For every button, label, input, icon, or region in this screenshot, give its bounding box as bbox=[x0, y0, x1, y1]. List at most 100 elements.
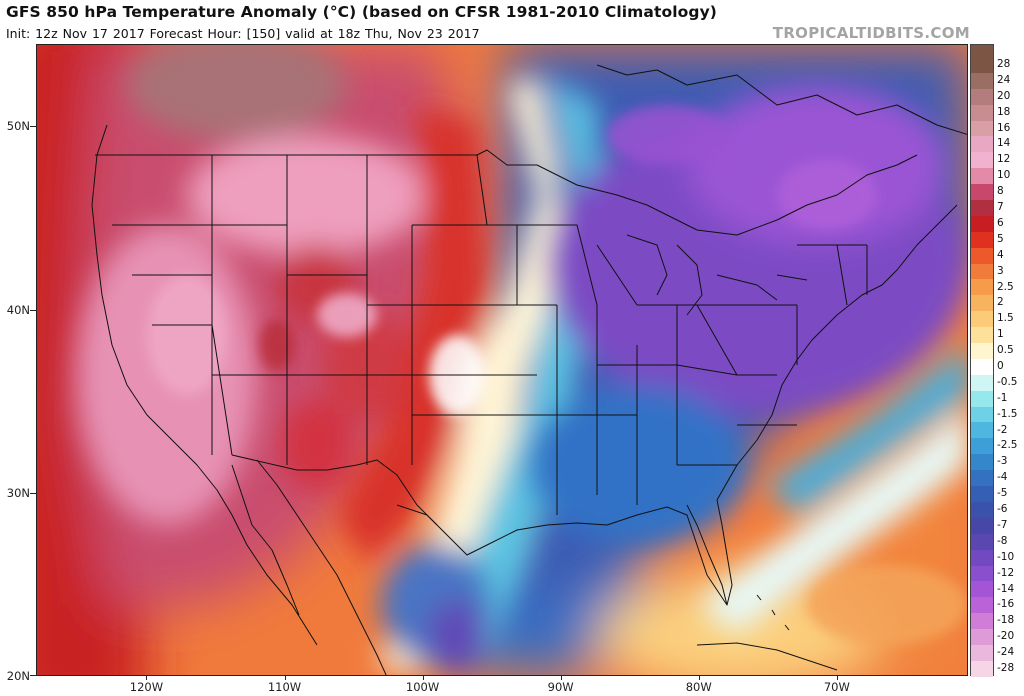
colorbar-cell bbox=[971, 470, 993, 487]
colorbar-cap bbox=[971, 45, 993, 57]
west-coastline bbox=[91, 124, 318, 646]
colorbar-cell bbox=[971, 517, 993, 534]
colorbar-cell bbox=[971, 343, 993, 359]
colorbar-label: 6 bbox=[997, 216, 1004, 229]
state-lines-west bbox=[112, 155, 477, 465]
atlantic-blue-stripe bbox=[767, 346, 967, 515]
lat-label: 20N bbox=[6, 669, 30, 683]
colorbar-label: -10 bbox=[997, 550, 1015, 563]
lon-tick bbox=[422, 676, 424, 680]
colorbar-label: -24 bbox=[997, 646, 1015, 659]
colorbar-label: -7 bbox=[997, 518, 1008, 531]
colorbar-cell bbox=[971, 660, 993, 677]
colorbar-label: -18 bbox=[997, 614, 1015, 627]
colorbar-cell bbox=[971, 311, 993, 328]
colorbar-label: 8 bbox=[997, 185, 1004, 198]
colorbar-cell bbox=[971, 104, 993, 121]
temperature-anomaly-map[interactable] bbox=[36, 44, 968, 676]
colorbar-cell bbox=[971, 215, 993, 232]
colorbar-cell bbox=[971, 200, 993, 216]
lon-tick bbox=[698, 676, 700, 680]
lon-tick bbox=[284, 676, 286, 680]
colorbar-label: -2.5 bbox=[997, 439, 1018, 452]
florida-peninsula bbox=[686, 499, 733, 606]
atlantic-light-stripe bbox=[697, 406, 967, 635]
colorbar-cell bbox=[971, 168, 993, 185]
colorbar-cell bbox=[971, 184, 993, 201]
baja-peninsula bbox=[231, 464, 300, 616]
utah-red bbox=[259, 319, 295, 371]
colorbar-label: -5 bbox=[997, 487, 1008, 500]
great-lakes bbox=[626, 234, 808, 316]
colorbar-cell bbox=[971, 613, 993, 630]
colorbar-cell bbox=[971, 152, 993, 169]
nevada-pink bbox=[147, 275, 227, 395]
colorbar-label: 1 bbox=[997, 328, 1004, 341]
colorbar-label: 2 bbox=[997, 296, 1004, 309]
lon-tick bbox=[836, 676, 838, 680]
montana-pink bbox=[187, 135, 427, 255]
quebec-violet bbox=[777, 160, 877, 230]
gulf-of-california bbox=[256, 459, 387, 675]
lat-label: 30N bbox=[6, 485, 30, 500]
colorbar-cell bbox=[971, 374, 993, 391]
lon-label: 120W bbox=[129, 680, 164, 694]
site-credit: TROPICALTIDBITS.COM bbox=[772, 24, 970, 42]
colorbar-cell bbox=[971, 88, 993, 105]
colorbar-label: -1.5 bbox=[997, 407, 1018, 420]
colorbar-label: -8 bbox=[997, 534, 1008, 547]
colorbar-cell bbox=[971, 120, 993, 137]
colorbar-cell bbox=[971, 644, 993, 661]
colorbar-label: -0.5 bbox=[997, 375, 1018, 388]
colorbar-cell bbox=[971, 581, 993, 598]
lat-tick bbox=[30, 492, 36, 494]
colorbar-label: 16 bbox=[997, 121, 1011, 134]
colorbar-label: -14 bbox=[997, 582, 1015, 595]
colorbar-label: 5 bbox=[997, 232, 1004, 245]
colorbar-cell bbox=[971, 327, 993, 344]
colorbar-label: -12 bbox=[997, 566, 1015, 579]
colorbar-label: 7 bbox=[997, 201, 1004, 214]
colorbar-label: -2 bbox=[997, 423, 1008, 436]
colorbar-cell bbox=[971, 629, 993, 645]
colorbar-cell bbox=[971, 295, 993, 312]
colorbar-label: 12 bbox=[997, 153, 1011, 166]
wyoming-pink bbox=[317, 293, 377, 337]
lon-label: 100W bbox=[405, 680, 440, 694]
us-canada-border bbox=[95, 149, 918, 236]
colorbar-label: 14 bbox=[997, 137, 1011, 150]
colorbar-cell bbox=[971, 406, 993, 423]
state-lines-central bbox=[412, 154, 678, 515]
colorbar-label: 2.5 bbox=[997, 280, 1014, 293]
canada-violet bbox=[607, 105, 727, 165]
colorbar-label: 18 bbox=[997, 105, 1011, 118]
forecast-info: Init: 12z Nov 17 2017 Forecast Hour: [15… bbox=[6, 26, 480, 41]
colorbar-label: 24 bbox=[997, 73, 1011, 86]
cuba bbox=[696, 642, 838, 671]
lon-tick bbox=[146, 676, 148, 680]
colorbar-label: 20 bbox=[997, 89, 1011, 102]
colorbar-label: -1 bbox=[997, 391, 1008, 404]
state-lines-east bbox=[596, 244, 868, 466]
lon-tick bbox=[560, 676, 562, 680]
colorbar-cell bbox=[971, 501, 993, 518]
colorbar-cell bbox=[971, 454, 993, 471]
lon-label: 110W bbox=[267, 680, 302, 694]
mexico-purple bbox=[427, 600, 487, 670]
lat-label: 50N bbox=[6, 119, 30, 134]
map-canvas bbox=[37, 45, 967, 675]
map-outlines bbox=[91, 64, 967, 675]
colorbar-cell bbox=[971, 486, 993, 502]
colorbar-cell bbox=[971, 279, 993, 296]
colorbar-cell bbox=[971, 533, 993, 550]
colorbar-cell bbox=[971, 565, 993, 582]
east-coastline bbox=[716, 204, 958, 501]
lon-label: 90W bbox=[547, 680, 574, 694]
colorbar-cell bbox=[971, 263, 993, 280]
colorbar-cell bbox=[971, 247, 993, 264]
lon-label: 70W bbox=[823, 680, 850, 694]
northern-coast bbox=[596, 64, 967, 135]
colorbar-label: -6 bbox=[997, 503, 1008, 516]
colorbar-cell bbox=[971, 422, 993, 439]
lon-label: 80W bbox=[685, 680, 712, 694]
